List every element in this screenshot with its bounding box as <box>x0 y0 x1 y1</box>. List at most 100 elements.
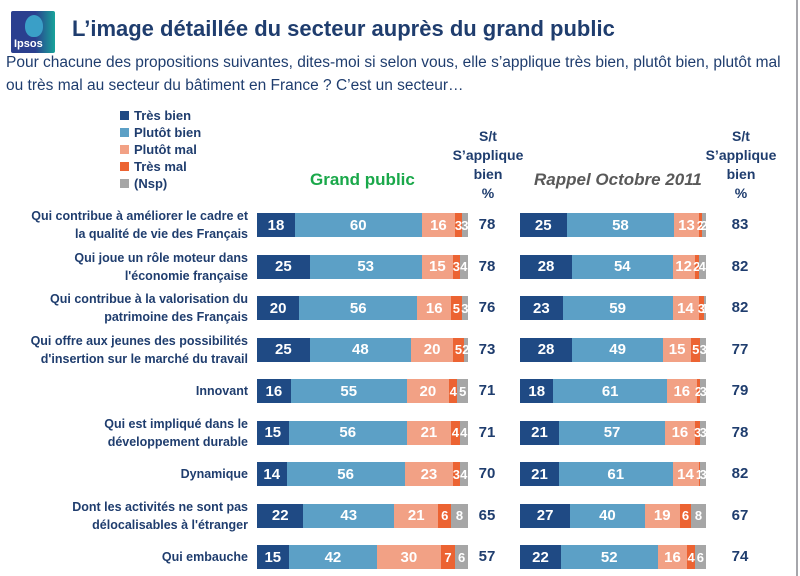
bar-segment: 1 <box>696 462 703 486</box>
bar-segment: 8 <box>691 503 706 528</box>
bar-segment: 30 <box>377 545 441 569</box>
total-value: 82 <box>731 465 749 482</box>
bar-segment: 4 <box>687 545 695 569</box>
bar-segment: 3 <box>461 296 468 320</box>
row-label: Dont les activités ne sont pas délocalisa… <box>0 498 248 534</box>
legend-item: Plutôt bien <box>120 124 201 141</box>
bar-segment: 20 <box>257 296 300 320</box>
bar-segment: 56 <box>299 296 418 320</box>
total-value: 57 <box>478 548 496 565</box>
bar-segment: 6 <box>694 545 706 569</box>
legend-label: Très mal <box>134 159 187 174</box>
row-label-line: Qui offre aux jeunes des possibilités <box>30 333 248 348</box>
bar-segment: 48 <box>309 337 412 362</box>
bar-segment: 15 <box>663 337 692 362</box>
bar-segment: 6 <box>679 503 692 528</box>
bar-segment: 22 <box>520 545 561 569</box>
stacked-bar: 20 56 16 5 3 <box>257 296 468 320</box>
bar-segment: 57 <box>559 420 666 445</box>
bar-segment: 23 <box>404 462 454 486</box>
bar-segment: 14 <box>257 462 287 486</box>
bar-segment: 4 <box>448 379 458 403</box>
row-label-line: la qualité de vie des Français <box>75 227 248 241</box>
bar-segment: 21 <box>520 462 560 486</box>
bar-segment: 60 <box>294 213 422 237</box>
bar-segment: 28 <box>520 254 573 279</box>
stacked-bar: 25 53 15 3 4 <box>257 254 468 279</box>
stacked-bar: 22 43 21 6 8 <box>257 503 468 528</box>
bar-segment: 20 <box>406 379 449 403</box>
bar-segment: 2 <box>462 337 469 362</box>
right-border <box>796 0 798 576</box>
legend-swatch <box>120 179 129 188</box>
total-value: 82 <box>731 299 749 316</box>
bar-segment: 42 <box>288 545 378 569</box>
bar-segment: 52 <box>560 545 658 569</box>
bar-segment: 3 <box>461 213 468 237</box>
bar-segment: 61 <box>553 379 667 403</box>
bar-segment: 3 <box>700 462 707 486</box>
stacked-bar: 27 40 19 6 8 <box>520 503 706 528</box>
total-header-line: % <box>734 185 748 201</box>
bar-segment: 28 <box>520 337 573 362</box>
bar-segment: 4 <box>459 462 468 486</box>
bar-segment: 4 <box>459 420 468 445</box>
bar-segment: 61 <box>559 462 673 486</box>
bar-segment: 40 <box>570 503 645 528</box>
bar-segment: 56 <box>286 462 405 486</box>
bar-segment: 59 <box>562 296 673 320</box>
bar-segment: 25 <box>520 213 567 237</box>
bar-segment: 8 <box>451 503 468 528</box>
bar-segment: 6 <box>455 545 468 569</box>
bar-segment: 3 <box>455 213 462 237</box>
legend-label: Très bien <box>134 108 192 123</box>
bar-segment: 3 <box>698 296 705 320</box>
bar-segment: 5 <box>691 337 701 362</box>
bar-segment: 2 <box>693 254 700 279</box>
total-value: 78 <box>478 257 496 275</box>
total-value: 65 <box>478 506 496 524</box>
bar-segment: 23 <box>520 296 563 320</box>
bar-segment: 19 <box>644 503 680 528</box>
bar-segment: 3 <box>700 420 707 445</box>
bar-segment: 21 <box>406 420 452 445</box>
row-label-line: développement durable <box>107 434 248 449</box>
legend-swatch <box>120 162 129 171</box>
stacked-bar: 15 56 21 4 4 <box>257 420 468 445</box>
bar-segment: 54 <box>572 254 673 279</box>
row-label-line: Qui est impliqué dans le <box>104 416 248 431</box>
bar-segment: 16 <box>421 213 456 237</box>
bar-segment: 16 <box>257 379 291 403</box>
total-value: 70 <box>478 465 496 482</box>
bar-segment: 21 <box>394 503 439 528</box>
total-header-line: S/t <box>732 128 750 144</box>
bar-segment: 25 <box>257 254 310 279</box>
legend-item: Très mal <box>120 158 201 175</box>
bar-segment: 49 <box>572 337 664 362</box>
bar-segment: 3 <box>700 379 707 403</box>
bar-segment: 56 <box>288 420 407 445</box>
bar-segment: 22 <box>257 503 304 528</box>
stacked-bar: 18 60 16 3 3 <box>257 213 468 237</box>
total-value: 74 <box>731 548 749 565</box>
bar-segment: 16 <box>417 296 452 320</box>
bar-segment: 2 <box>695 379 702 403</box>
legend-swatch <box>120 111 129 120</box>
ipsos-logo: Ipsos <box>11 11 55 53</box>
row-label-line: Qui embauche <box>161 550 248 564</box>
stacked-bar: 25 58 13 2 2 <box>520 213 708 237</box>
total-header-line: S’applique <box>705 147 777 163</box>
total-header-line: bien <box>473 166 503 182</box>
total-header-line: % <box>481 185 495 201</box>
row-label-line: Dont les activités ne sont pas <box>72 499 248 514</box>
row-label: Qui joue un rôle moteur dans l'économie f… <box>0 249 248 285</box>
bar-segment: 16 <box>665 420 695 445</box>
total-header-rappel: S/t S’applique bien % <box>696 127 786 203</box>
total-value: 71 <box>478 382 496 399</box>
total-value: 76 <box>478 299 496 316</box>
bar-segment: 4 <box>459 254 468 279</box>
logo-head-icon <box>25 15 43 37</box>
group-title-rappel-2011: Rappel Octobre 2011 <box>534 170 702 189</box>
total-value: 79 <box>731 382 749 399</box>
bar-segment: 3 <box>453 462 460 486</box>
